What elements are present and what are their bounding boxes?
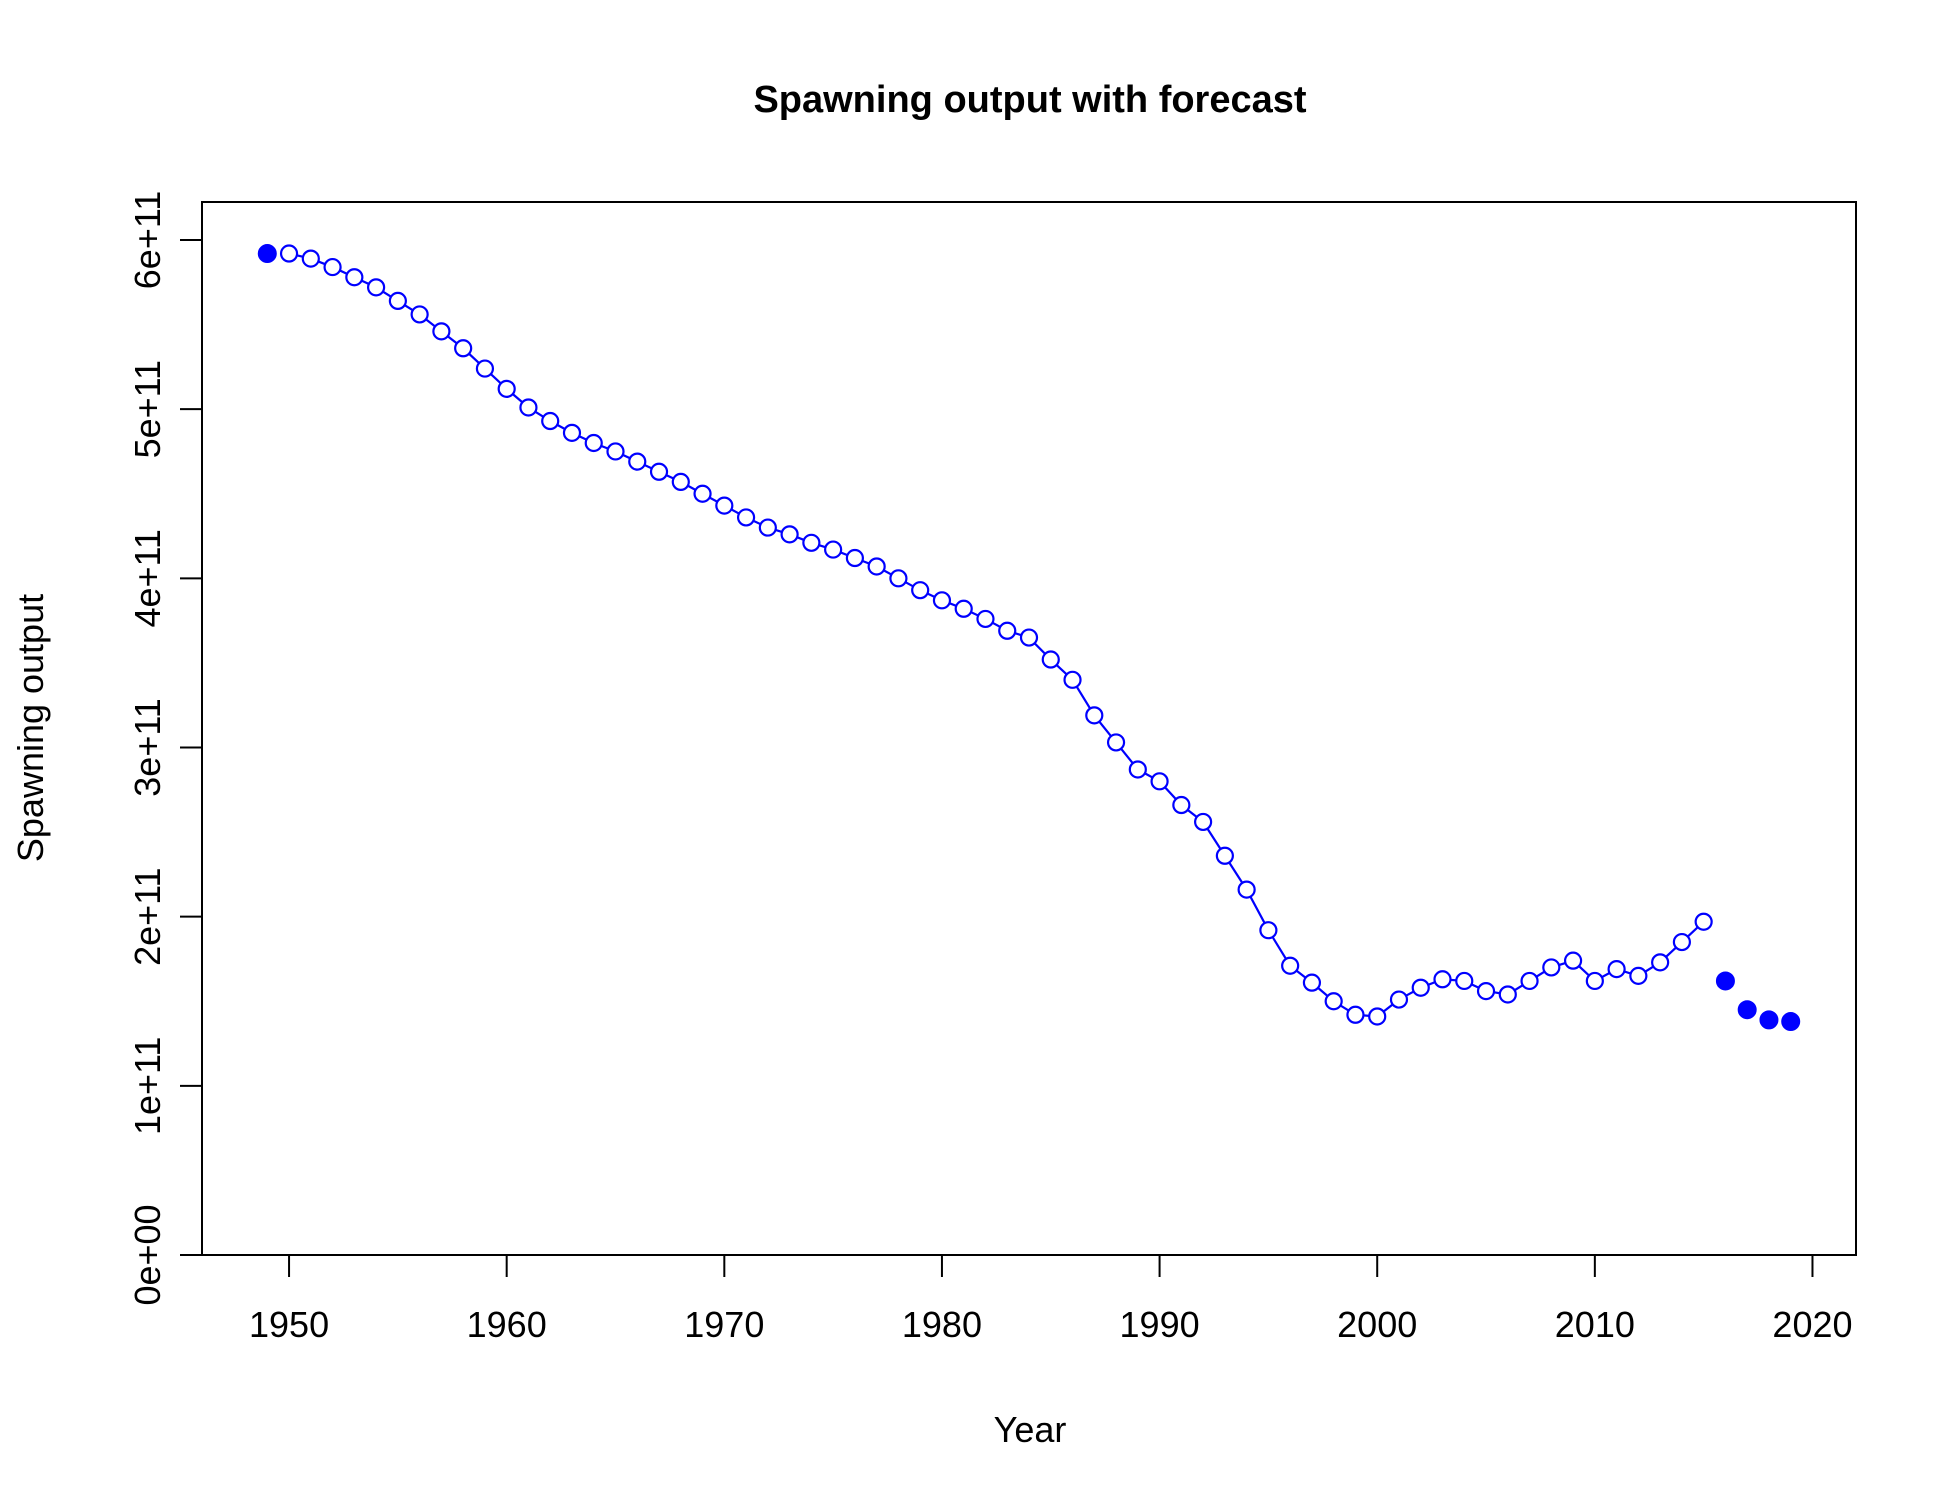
data-point [932,591,952,610]
data-point [736,508,756,527]
data-point [519,398,538,417]
data-point [1694,912,1713,931]
data-point [562,423,582,442]
data-point [802,533,821,552]
forecast-point [1737,1000,1757,1020]
data-point [345,268,364,287]
forecast-point [1715,971,1735,991]
forecast-point [1781,1012,1801,1032]
data-point [1128,760,1147,779]
data-point [1563,951,1583,970]
data-point [1194,812,1213,832]
data-point [1520,971,1539,991]
forecast-point [257,244,277,264]
data-point [454,339,473,358]
data-point [1063,670,1082,689]
data-point [824,540,843,559]
data-point [1498,985,1517,1004]
data-point [1629,966,1648,985]
data-point [1368,1007,1387,1026]
data-point [1302,973,1322,992]
data-point [1411,978,1430,997]
series-line [288,252,1705,1018]
data-point [1106,733,1126,752]
x-tick-label: 1980 [902,1304,982,1345]
data-point [889,569,908,588]
y-tick-label: 5e+11 [127,360,168,458]
y-tick-label: 2e+11 [127,867,168,965]
y-tick-label: 3e+11 [127,698,168,796]
data-point [998,621,1017,640]
data-point [1281,956,1300,975]
data-point [780,525,799,544]
data-point [649,462,669,481]
x-tick-label: 2020 [1772,1304,1852,1345]
data-point [367,278,386,297]
data-point [1433,970,1452,989]
y-axis-label: Spawning output [10,594,51,862]
data-point [279,244,299,263]
data-point [1585,971,1604,991]
data-point [606,442,625,461]
forecast-point [1759,1010,1779,1030]
data-point [1237,880,1256,899]
x-tick-label: 1950 [249,1304,329,1345]
data-point [410,305,429,324]
data-point [1455,971,1474,991]
y-tick-label: 1e+11 [127,1037,168,1135]
x-tick-label: 1990 [1120,1304,1200,1345]
data-point [1215,846,1234,865]
data-point [693,484,712,503]
data-point [1346,1005,1365,1024]
data-point [301,249,320,268]
x-axis-label: Year [994,1409,1067,1450]
plot-box [201,201,1857,1256]
data-point [1085,706,1104,725]
data-point [1172,795,1191,815]
x-axis: 1950 1960 1970 1980 1990 2000 2010 2020 [249,1254,1853,1345]
data-point [388,291,407,310]
data-point [1542,958,1561,977]
data-point [541,411,560,431]
data-point [954,599,973,618]
y-axis: 0e+00 1e+11 2e+11 3e+11 4e+11 5e+11 6e+11 [127,191,203,1306]
x-tick-label: 2000 [1337,1304,1417,1345]
data-point [1259,921,1278,940]
data-point [671,472,690,492]
data-point [1476,981,1496,1001]
data-point [1389,990,1409,1009]
data-point [323,257,342,277]
data-point [867,557,886,576]
y-tick-label: 0e+00 [127,1204,168,1305]
y-tick-label: 6e+11 [127,191,168,289]
data-point [1607,960,1626,979]
data-point [1019,628,1039,647]
data-point [1324,992,1343,1011]
data-point [976,609,995,629]
series-layer [257,244,1801,1032]
x-tick-label: 1970 [684,1304,764,1345]
data-point [845,548,864,568]
data-point [497,379,516,398]
data-point [1150,772,1169,791]
data-point [475,359,495,378]
data-point [584,433,603,453]
data-point [911,581,930,600]
x-tick-label: 2010 [1555,1304,1635,1345]
y-tick-label: 4e+11 [127,529,168,627]
x-tick-label: 1960 [467,1304,547,1345]
data-point [432,322,451,341]
chart-title: Spawning output with forecast [753,79,1306,121]
data-point [715,496,734,515]
data-point [758,518,777,537]
data-point [1651,953,1670,972]
data-point [628,452,647,471]
data-point [1041,650,1060,669]
data-point [1672,932,1691,952]
